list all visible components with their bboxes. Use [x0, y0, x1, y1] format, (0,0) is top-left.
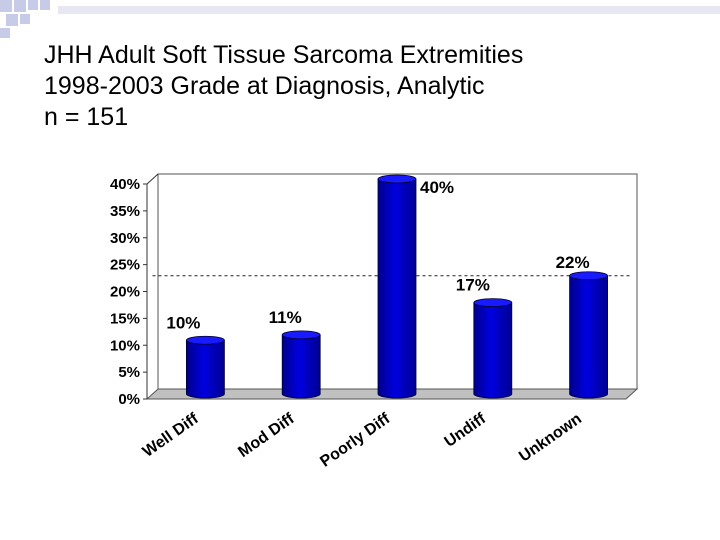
page-title: JHH Adult Soft Tissue Sarcoma Extremitie…: [44, 40, 684, 133]
y-tick-label: 25%: [110, 257, 140, 274]
y-tick-label: 15%: [110, 310, 140, 327]
bar: [377, 174, 417, 399]
data-label: 22%: [556, 253, 590, 272]
y-tick-label: 30%: [110, 230, 140, 247]
bar: [185, 335, 225, 399]
y-tick-label: 40%: [110, 176, 140, 193]
corner-decoration: [0, 0, 720, 38]
category-label: Undiff: [441, 410, 489, 451]
y-tick-label: 10%: [110, 337, 140, 354]
bar: [473, 298, 513, 399]
category-label: Well Diff: [140, 410, 202, 461]
title-line-1: JHH Adult Soft Tissue Sarcoma Extremitie…: [44, 41, 524, 69]
data-label: 40%: [420, 178, 454, 197]
y-tick-label: 20%: [110, 284, 140, 301]
title-line-3: n = 151: [44, 103, 129, 131]
category-label: Unknown: [516, 410, 585, 465]
y-tick-label: 35%: [110, 203, 140, 220]
bar: [569, 271, 608, 399]
y-tick-label: 5%: [118, 364, 140, 381]
category-label: Poorly Diff: [317, 410, 394, 471]
y-tick-label: 0%: [118, 391, 140, 408]
data-label: 10%: [166, 313, 200, 332]
data-label: 17%: [456, 276, 490, 295]
y-axis-top-edge: [146, 173, 159, 185]
data-label: 11%: [269, 308, 302, 327]
category-label: Mod Diff: [235, 410, 298, 461]
title-line-2: 1998-2003 Grade at Diagnosis, Analytic: [44, 72, 485, 100]
bar: [281, 330, 321, 399]
